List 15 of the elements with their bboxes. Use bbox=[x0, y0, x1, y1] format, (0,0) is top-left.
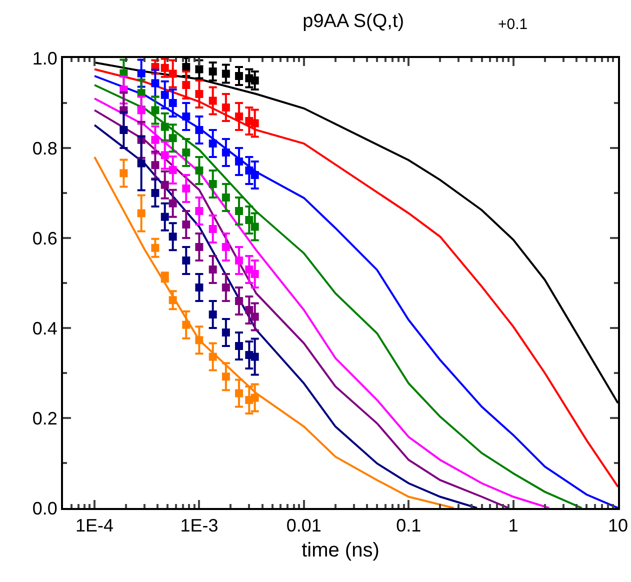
x-tick-label: 10 bbox=[608, 516, 628, 536]
y-tick-label: 0.4 bbox=[32, 318, 58, 338]
x-tick-label: 0.01 bbox=[286, 516, 322, 536]
x-tick-label: 0.1 bbox=[396, 516, 422, 536]
x-axis-title: time (ns) bbox=[302, 540, 380, 562]
y-tick-label: 0.8 bbox=[32, 138, 58, 158]
x-tick-label: 1 bbox=[508, 516, 518, 536]
y-tick-label: 0.6 bbox=[32, 228, 58, 248]
text: +0.1 bbox=[498, 16, 528, 33]
y-tick-label: 1.0 bbox=[32, 48, 58, 68]
x-tick-label: 1E-3 bbox=[180, 516, 218, 536]
chart-title: p9AA S(Q,t) bbox=[302, 11, 404, 32]
y-tick-label: 0.2 bbox=[32, 408, 58, 428]
y-tick-label: 0.0 bbox=[32, 498, 58, 518]
x-tick-label: 1E-4 bbox=[76, 516, 114, 536]
